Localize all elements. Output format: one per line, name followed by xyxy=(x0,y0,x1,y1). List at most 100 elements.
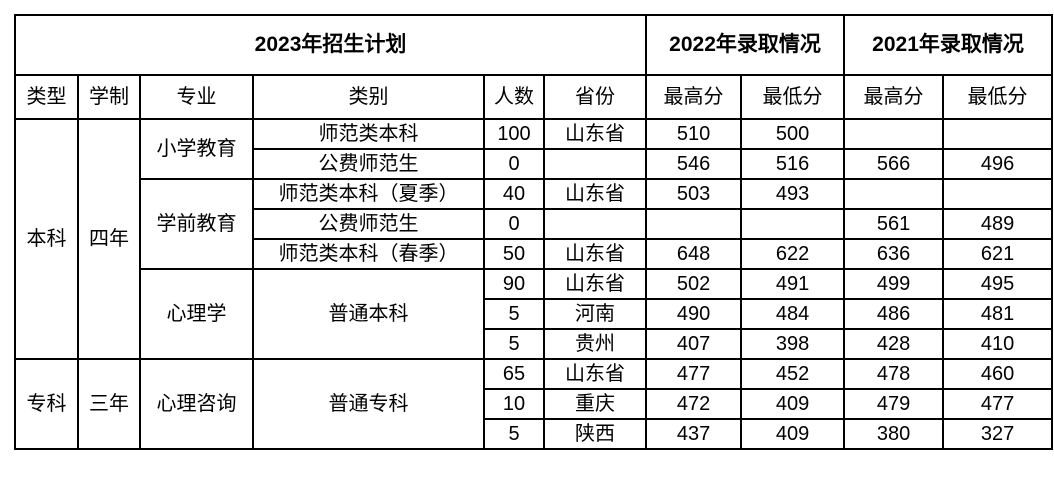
col-header-duration: 学制 xyxy=(77,74,141,120)
col-header-category: 类别 xyxy=(252,74,485,120)
cell-major: 心理咨询 xyxy=(139,358,254,450)
cell-count: 5 xyxy=(483,418,545,450)
cell-province: 山东省 xyxy=(542,358,648,390)
cell-min-2022: 452 xyxy=(740,358,846,390)
cell-max-2022: 472 xyxy=(645,388,743,420)
cell-category: 师范类本科（夏季） xyxy=(252,178,485,210)
cell-max-2021 xyxy=(843,178,945,210)
cell-category: 普通本科 xyxy=(252,268,485,360)
cell-count: 10 xyxy=(483,388,545,420)
cell-province: 贵州 xyxy=(542,328,648,360)
cell-major: 小学教育 xyxy=(139,118,254,180)
table-row: 专科 三年 心理咨询 普通专科 65 山东省 477 452 478 460 xyxy=(14,358,1054,450)
table-row: 公费师范生 0 561 489 xyxy=(15,208,1054,240)
table-row: 本科 四年 小学教育 师范类本科 100 山东省 510 500 xyxy=(14,118,1054,360)
cell-province: 山东省 xyxy=(542,118,648,150)
cell-category: 普通专科 xyxy=(252,358,485,450)
cell-count: 5 xyxy=(483,298,545,330)
cell-min-2021 xyxy=(942,118,1054,150)
cell-type: 本科 xyxy=(14,118,79,360)
cell-count: 50 xyxy=(483,238,545,270)
cell-max-2021: 479 xyxy=(843,388,945,420)
cell-max-2021: 380 xyxy=(843,418,945,450)
cell-duration: 三年 xyxy=(77,358,141,450)
cell-province: 河南 xyxy=(542,298,648,330)
cell-max-2022: 502 xyxy=(645,268,743,300)
cell-min-2022: 409 xyxy=(740,388,846,420)
cell-max-2021: 636 xyxy=(843,238,945,270)
cell-duration: 四年 xyxy=(77,118,141,360)
col-header-max-2022: 最高分 xyxy=(645,74,743,120)
col-header-max-2021: 最高分 xyxy=(843,74,945,120)
table-row: 5 贵州 407 398 428 410 xyxy=(15,328,1054,360)
cell-max-2022: 490 xyxy=(645,298,743,330)
cell-min-2022 xyxy=(740,208,846,240)
cell-province: 山东省 xyxy=(542,238,648,270)
cell-count: 0 xyxy=(483,148,545,180)
cell-min-2021: 495 xyxy=(942,268,1054,300)
cell-max-2022: 546 xyxy=(645,148,743,180)
cell-province xyxy=(542,208,648,240)
cell-province: 重庆 xyxy=(542,388,648,420)
cell-min-2021: 621 xyxy=(942,238,1054,270)
header-admit-2021: 2021年录取情况 xyxy=(843,14,1054,76)
cell-province: 山东省 xyxy=(542,268,648,300)
col-header-min-2022: 最低分 xyxy=(740,74,846,120)
cell-max-2022: 648 xyxy=(645,238,743,270)
table-row: 心理学 普通本科 90 山东省 502 491 499 495 xyxy=(15,268,1054,360)
cell-min-2022: 491 xyxy=(740,268,846,300)
cell-count: 90 xyxy=(483,268,545,300)
col-header-min-2021: 最低分 xyxy=(942,74,1054,120)
cell-category: 师范类本科 xyxy=(252,118,485,150)
cell-max-2021: 561 xyxy=(843,208,945,240)
cell-count: 0 xyxy=(483,208,545,240)
table-row: 学前教育 师范类本科（夏季） 40 山东省 503 493 xyxy=(15,178,1054,270)
cell-min-2022: 484 xyxy=(740,298,846,330)
cell-count: 65 xyxy=(483,358,545,390)
cell-min-2022: 493 xyxy=(740,178,846,210)
cell-max-2021: 499 xyxy=(843,268,945,300)
cell-min-2021: 477 xyxy=(942,388,1054,420)
cell-max-2021: 486 xyxy=(843,298,945,330)
col-header-type: 类型 xyxy=(14,74,79,120)
cell-type: 专科 xyxy=(14,358,79,450)
cell-max-2022 xyxy=(645,208,743,240)
cell-province: 山东省 xyxy=(542,178,648,210)
cell-major: 心理学 xyxy=(139,268,254,360)
cell-max-2021: 478 xyxy=(843,358,945,390)
cell-category: 公费师范生 xyxy=(252,208,485,240)
cell-province xyxy=(542,148,648,180)
admissions-table: 2023年招生计划 2022年录取情况 2021年录取情况 类型 学制 专业 类… xyxy=(13,14,1054,450)
header-plan-2023: 2023年招生计划 xyxy=(13,14,648,76)
cell-max-2021 xyxy=(843,118,945,150)
cell-min-2022: 500 xyxy=(740,118,846,150)
cell-max-2022: 477 xyxy=(645,358,743,390)
cell-max-2022: 510 xyxy=(645,118,743,150)
cell-min-2022: 409 xyxy=(740,418,846,450)
cell-category: 师范类本科（春季） xyxy=(252,238,485,270)
cell-min-2022: 398 xyxy=(740,328,846,360)
column-header-row: 类型 学制 专业 类别 人数 省份 最高分 最低分 最高分 最低分 xyxy=(14,74,1054,120)
cell-max-2022: 407 xyxy=(645,328,743,360)
table-row: 公费师范生 0 546 516 566 496 xyxy=(15,148,1054,180)
cell-max-2022: 437 xyxy=(645,418,743,450)
col-header-major: 专业 xyxy=(139,74,254,120)
cell-max-2021: 566 xyxy=(843,148,945,180)
cell-min-2021: 460 xyxy=(942,358,1054,390)
table-row: 5 陕西 437 409 380 327 xyxy=(15,418,1054,450)
table-row: 师范类本科（春季） 50 山东省 648 622 636 621 xyxy=(15,238,1054,270)
cell-major: 学前教育 xyxy=(139,178,254,270)
cell-min-2022: 622 xyxy=(740,238,846,270)
cell-count: 40 xyxy=(483,178,545,210)
cell-min-2021 xyxy=(942,178,1054,210)
header-admit-2022: 2022年录取情况 xyxy=(645,14,846,76)
cell-province: 陕西 xyxy=(542,418,648,450)
cell-min-2021: 496 xyxy=(942,148,1054,180)
cell-count: 100 xyxy=(483,118,545,150)
cell-category: 公费师范生 xyxy=(252,148,485,180)
col-header-count: 人数 xyxy=(483,74,545,120)
cell-min-2021: 481 xyxy=(942,298,1054,330)
cell-max-2022: 503 xyxy=(645,178,743,210)
cell-count: 5 xyxy=(483,328,545,360)
cell-max-2021: 428 xyxy=(843,328,945,360)
